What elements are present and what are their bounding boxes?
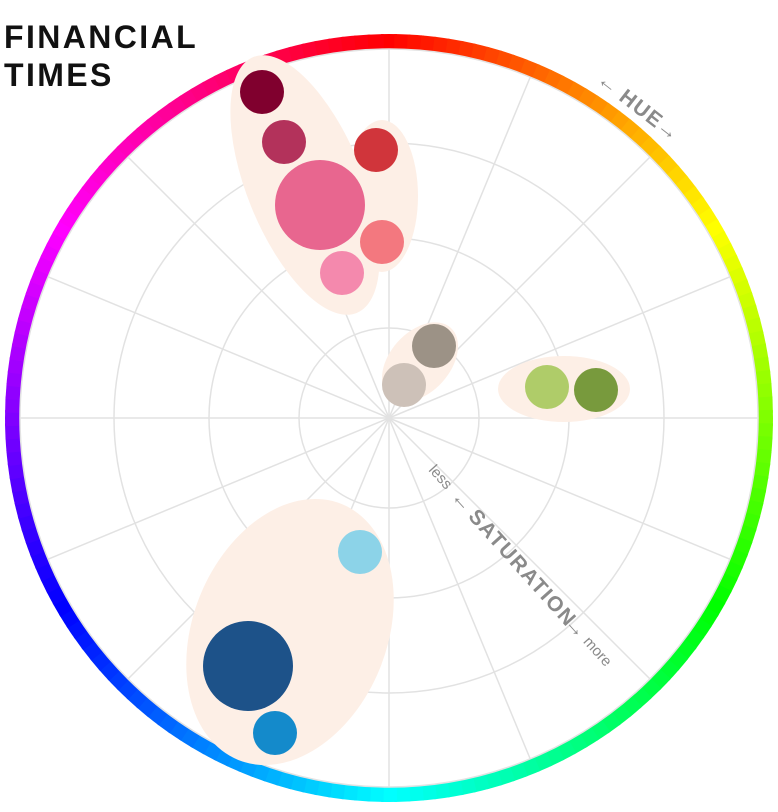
reds-color-swatch	[320, 251, 364, 295]
color-swatches	[203, 70, 618, 755]
hue-arrow-left: ←	[593, 68, 625, 100]
greens-color-swatch	[525, 365, 569, 409]
reds-color-swatch	[354, 128, 398, 172]
reds-color-swatch	[262, 120, 306, 164]
neutrals-color-swatch	[412, 324, 456, 368]
blues-color-swatch	[203, 621, 293, 711]
brand-title: FINANCIAL TIMES	[4, 18, 198, 94]
reds-color-swatch	[240, 70, 284, 114]
blues-color-swatch	[253, 711, 297, 755]
grid-spoke	[388, 417, 731, 560]
brand-title-line-1: FINANCIAL	[4, 19, 199, 55]
brand-title-line-2: TIMES	[4, 57, 114, 93]
grid-spoke	[388, 417, 531, 760]
grid-spoke	[47, 276, 390, 419]
grid-spoke	[127, 156, 390, 419]
grid-spoke	[47, 417, 390, 560]
grid-spoke	[388, 276, 731, 419]
grid-spoke	[388, 417, 651, 680]
reds-color-swatch	[360, 220, 404, 264]
neutrals-color-swatch	[382, 363, 426, 407]
reds-color-swatch	[275, 160, 365, 250]
greens-color-swatch	[574, 368, 618, 412]
blues-color-swatch	[338, 530, 382, 574]
